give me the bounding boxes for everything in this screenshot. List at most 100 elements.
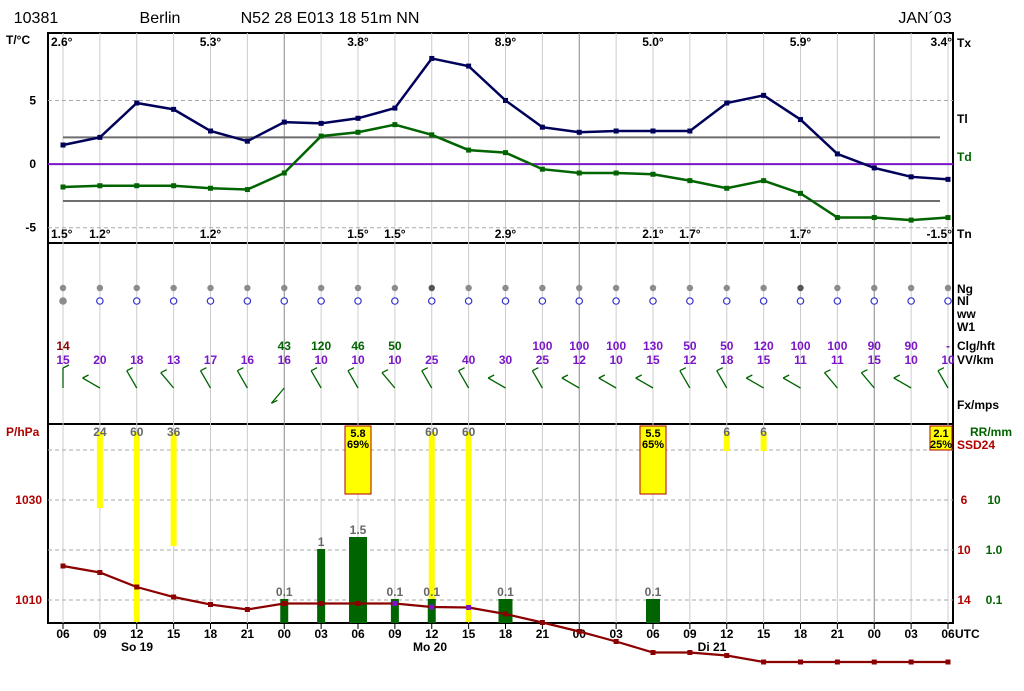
data-point-td bbox=[761, 178, 767, 184]
nl-marker bbox=[317, 297, 325, 305]
wind-barb bbox=[458, 370, 470, 389]
precip-bar bbox=[317, 549, 326, 623]
data-point-tl bbox=[171, 106, 177, 112]
wind-barb-tick bbox=[937, 367, 945, 372]
data-point-td bbox=[134, 183, 140, 189]
sunshine-value: 36 bbox=[167, 425, 181, 439]
precip-value: 0.1 bbox=[276, 585, 293, 599]
nl-marker bbox=[354, 297, 362, 305]
ceiling-value: 50 bbox=[683, 339, 697, 353]
x-tick-label: 21 bbox=[241, 627, 255, 641]
data-point-td bbox=[834, 215, 840, 221]
visibility-value: 12 bbox=[573, 353, 587, 367]
ng-marker bbox=[944, 284, 952, 292]
wind-barb-tick bbox=[381, 369, 389, 374]
data-point-td bbox=[208, 185, 213, 191]
y-tick-label: 5 bbox=[29, 93, 36, 107]
data-point-tl bbox=[834, 151, 840, 157]
sunshine-box bbox=[929, 425, 953, 451]
rr-tick-label: 10 bbox=[987, 493, 1001, 507]
wind-barb bbox=[716, 370, 728, 389]
pressure-point bbox=[687, 650, 693, 655]
max-temp-label: 2.6° bbox=[51, 35, 73, 49]
data-point-td bbox=[908, 217, 914, 223]
data-point-td bbox=[798, 190, 803, 196]
sunshine-value: 6 bbox=[723, 425, 730, 439]
ng-marker bbox=[391, 284, 399, 292]
pressure-point bbox=[945, 659, 951, 665]
ng-marker bbox=[170, 284, 177, 292]
min-temp-label: 1.2° bbox=[89, 227, 111, 241]
wind-barb-tick bbox=[716, 367, 724, 372]
visibility-value: 20 bbox=[93, 353, 107, 367]
precip-bar bbox=[498, 599, 513, 623]
data-point-td bbox=[318, 133, 324, 139]
data-point-tl bbox=[798, 117, 803, 123]
sunshine-value: 60 bbox=[130, 425, 144, 439]
data-point-tl bbox=[761, 92, 767, 98]
pressure-tick-label: 1030 bbox=[15, 493, 42, 507]
data-point-tl bbox=[318, 120, 324, 126]
ceiling-value: - bbox=[946, 339, 950, 353]
x-tick-label: 00 bbox=[868, 627, 882, 641]
wind-barb-tick bbox=[487, 374, 495, 379]
data-point-tl bbox=[429, 55, 435, 61]
wind-barb bbox=[82, 377, 101, 389]
data-point-tl bbox=[97, 134, 103, 140]
sunshine-box-percent: 69% bbox=[347, 439, 369, 451]
precip-value: 0.1 bbox=[645, 585, 662, 599]
station-id: 10381 bbox=[14, 10, 59, 27]
nl-marker bbox=[796, 297, 805, 305]
vv-label: VV/km bbox=[957, 353, 994, 367]
ceiling-value: 43 bbox=[278, 339, 292, 353]
pressure-point bbox=[281, 601, 287, 606]
wind-barb bbox=[381, 372, 396, 389]
data-point-td bbox=[171, 183, 177, 189]
data-point-tl bbox=[613, 128, 619, 134]
wind-barb-tick bbox=[679, 367, 687, 372]
precip-value: 0.1 bbox=[497, 585, 514, 599]
data-point-td bbox=[281, 170, 287, 176]
pressure-point bbox=[539, 620, 545, 625]
wind-barb bbox=[860, 372, 875, 389]
x-tick-label: 09 bbox=[93, 627, 107, 641]
nl-marker bbox=[427, 297, 436, 305]
ng-marker bbox=[281, 284, 288, 292]
sunshine-value: 24 bbox=[93, 425, 107, 439]
wind-barb-tick bbox=[824, 369, 831, 374]
nl-marker bbox=[206, 297, 215, 305]
visibility-value: 40 bbox=[462, 353, 476, 367]
wind-barb-tick bbox=[62, 364, 70, 369]
temp-axis-label: T/°C bbox=[6, 33, 30, 47]
ceiling-value: 90 bbox=[904, 339, 918, 353]
wind-barb-tick bbox=[598, 374, 606, 379]
nl-marker bbox=[833, 297, 842, 305]
visibility-value: 10 bbox=[314, 353, 328, 367]
data-point-tl bbox=[392, 105, 398, 111]
pressure-axis-label: P/hPa bbox=[6, 425, 40, 439]
x-tick-label: 03 bbox=[314, 627, 328, 641]
sunshine-bar bbox=[723, 432, 730, 451]
x-tick-label: 06 bbox=[646, 627, 660, 641]
pressure-point bbox=[834, 659, 840, 665]
wind-barb-tick bbox=[126, 367, 134, 372]
x-tick-label: 15 bbox=[462, 627, 476, 641]
x-tick-label: 12 bbox=[130, 627, 144, 641]
wind-barb-tick bbox=[458, 367, 465, 372]
nl-label: Nl bbox=[957, 294, 969, 308]
precip-value: 0.1 bbox=[423, 585, 440, 599]
wind-barb bbox=[199, 370, 212, 389]
ssd-tick-label: 6 bbox=[961, 493, 968, 507]
pressure-point bbox=[244, 607, 250, 612]
data-point-tl bbox=[650, 128, 656, 134]
nl-marker bbox=[649, 297, 657, 305]
data-point-tl bbox=[576, 129, 582, 135]
pressure-point bbox=[724, 653, 730, 658]
data-point-td bbox=[871, 215, 877, 221]
sunshine-bar bbox=[760, 432, 767, 451]
data-point-tl bbox=[134, 100, 140, 106]
ng-marker bbox=[723, 284, 730, 292]
nl-marker bbox=[759, 297, 768, 305]
sunshine-bar bbox=[465, 432, 472, 622]
pressure-point bbox=[871, 659, 877, 665]
